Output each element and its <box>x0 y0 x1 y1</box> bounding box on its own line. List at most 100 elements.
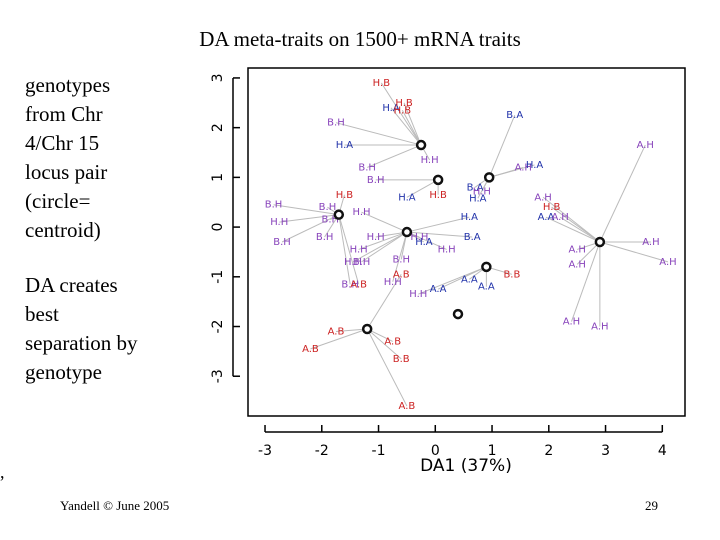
point-label: A.A <box>538 212 555 223</box>
connector-line <box>375 231 407 238</box>
connector-line <box>542 196 601 243</box>
centroid-marker <box>481 261 492 273</box>
point-label: A.H <box>642 237 659 248</box>
point-label: H.H <box>421 155 439 166</box>
connector-line <box>571 241 601 322</box>
connector-line <box>338 214 351 285</box>
point-label: H.H <box>410 232 428 243</box>
x-tick-label: 2 <box>544 443 553 459</box>
point-label: B.H <box>327 118 345 129</box>
connector-line <box>488 115 516 178</box>
y-tick-label: -1 <box>210 270 226 284</box>
point-label: H.H <box>438 244 456 255</box>
point-label: B.H <box>265 200 283 211</box>
slide-title: DA meta-traits on 1500+ mRNA traits <box>199 27 521 51</box>
connector-line <box>390 107 422 146</box>
point-label: B.A <box>467 182 484 193</box>
point-label: H.B <box>336 190 354 201</box>
y-tick-label: 2 <box>210 123 226 132</box>
point-label: B.H <box>353 257 371 268</box>
centroid-marker <box>594 236 606 248</box>
connector-line <box>366 144 422 168</box>
point-label: H.H <box>350 244 368 255</box>
point-label: H.A <box>336 140 354 151</box>
point-label: H.A <box>398 192 416 203</box>
point-label: H.B <box>543 202 561 213</box>
connector-line <box>392 231 408 282</box>
footer-author-date: Yandell © June 2005 <box>60 498 170 513</box>
point-label: B.H <box>358 162 376 173</box>
point-label: H.H <box>352 207 370 218</box>
x-tick-label: 0 <box>431 443 440 459</box>
point-label: A.H <box>515 162 532 173</box>
y-tick-label: -3 <box>210 369 226 383</box>
centroid-marker <box>361 323 373 335</box>
centroid-marker <box>415 139 427 151</box>
connector-line <box>401 110 422 146</box>
point-label: H.B <box>429 190 447 201</box>
point-label: B.H <box>316 232 334 243</box>
connector-line <box>403 102 422 146</box>
x-tick-label: -1 <box>372 443 386 459</box>
connector-line <box>551 206 601 243</box>
x-tick-label: 1 <box>488 443 497 459</box>
point-label: B.A <box>464 232 481 243</box>
connector-line <box>437 266 487 290</box>
point-label: H.A <box>415 237 433 248</box>
point-label: A.A <box>461 274 478 285</box>
point-label: A.B <box>350 279 367 290</box>
connector-line <box>361 211 408 233</box>
point-label: B.H <box>392 254 410 265</box>
y-tick-label: -2 <box>210 320 226 334</box>
point-label: H.B <box>373 78 391 89</box>
connector-line <box>406 179 439 198</box>
connector-line <box>599 144 646 243</box>
connector-line <box>361 231 408 263</box>
point-label: B.H <box>322 215 340 226</box>
point-label: A.A <box>430 284 447 295</box>
point-label: A.H <box>563 317 580 328</box>
footer-page-number: 29 <box>645 498 658 513</box>
connector-line <box>406 216 470 233</box>
text-block-separation: DA creates best separation by genotype <box>25 273 138 384</box>
point-label: A.H <box>568 244 585 255</box>
point-label: H.H <box>409 289 427 300</box>
connector-line <box>489 164 535 178</box>
connector-line <box>281 214 340 243</box>
connector-line <box>599 241 669 263</box>
connector-line <box>338 214 360 285</box>
point-label: B.H <box>367 175 385 186</box>
point-label: A.B <box>302 344 319 355</box>
centroid-marker <box>483 172 495 183</box>
connector-line <box>576 241 601 265</box>
connector-line <box>279 214 339 223</box>
connector-line <box>366 274 402 330</box>
point-label: A.H <box>551 212 568 223</box>
y-tick-label: 1 <box>210 173 226 182</box>
connector-line <box>366 328 408 407</box>
centroid-marker <box>333 209 345 220</box>
point-label: A.B <box>399 401 416 412</box>
point-label: A.H <box>659 257 676 268</box>
point-label: B.H <box>273 237 291 248</box>
connector-line <box>310 328 368 350</box>
point-label: A.A <box>478 282 495 293</box>
y-tick-label: 3 <box>210 73 226 82</box>
x-tick-label: -3 <box>258 443 272 459</box>
centroid-marker <box>432 174 444 186</box>
point-label: H.B <box>394 105 412 116</box>
x-axis-label: DA1 (37%) <box>420 456 512 476</box>
point-label: A.H <box>591 322 608 333</box>
connector-line <box>380 82 422 146</box>
connector-line <box>335 122 422 146</box>
point-label: A.H <box>534 192 551 203</box>
x-tick-label: 4 <box>658 443 667 459</box>
centroid-marker <box>452 308 464 320</box>
stray-comma: , <box>0 462 5 482</box>
point-label: B.B <box>393 354 410 365</box>
connector-line <box>406 231 447 250</box>
point-label: A.B <box>384 336 401 347</box>
connector-line <box>545 216 601 243</box>
point-label: B.B <box>503 269 520 280</box>
point-label: H.A <box>461 212 479 223</box>
